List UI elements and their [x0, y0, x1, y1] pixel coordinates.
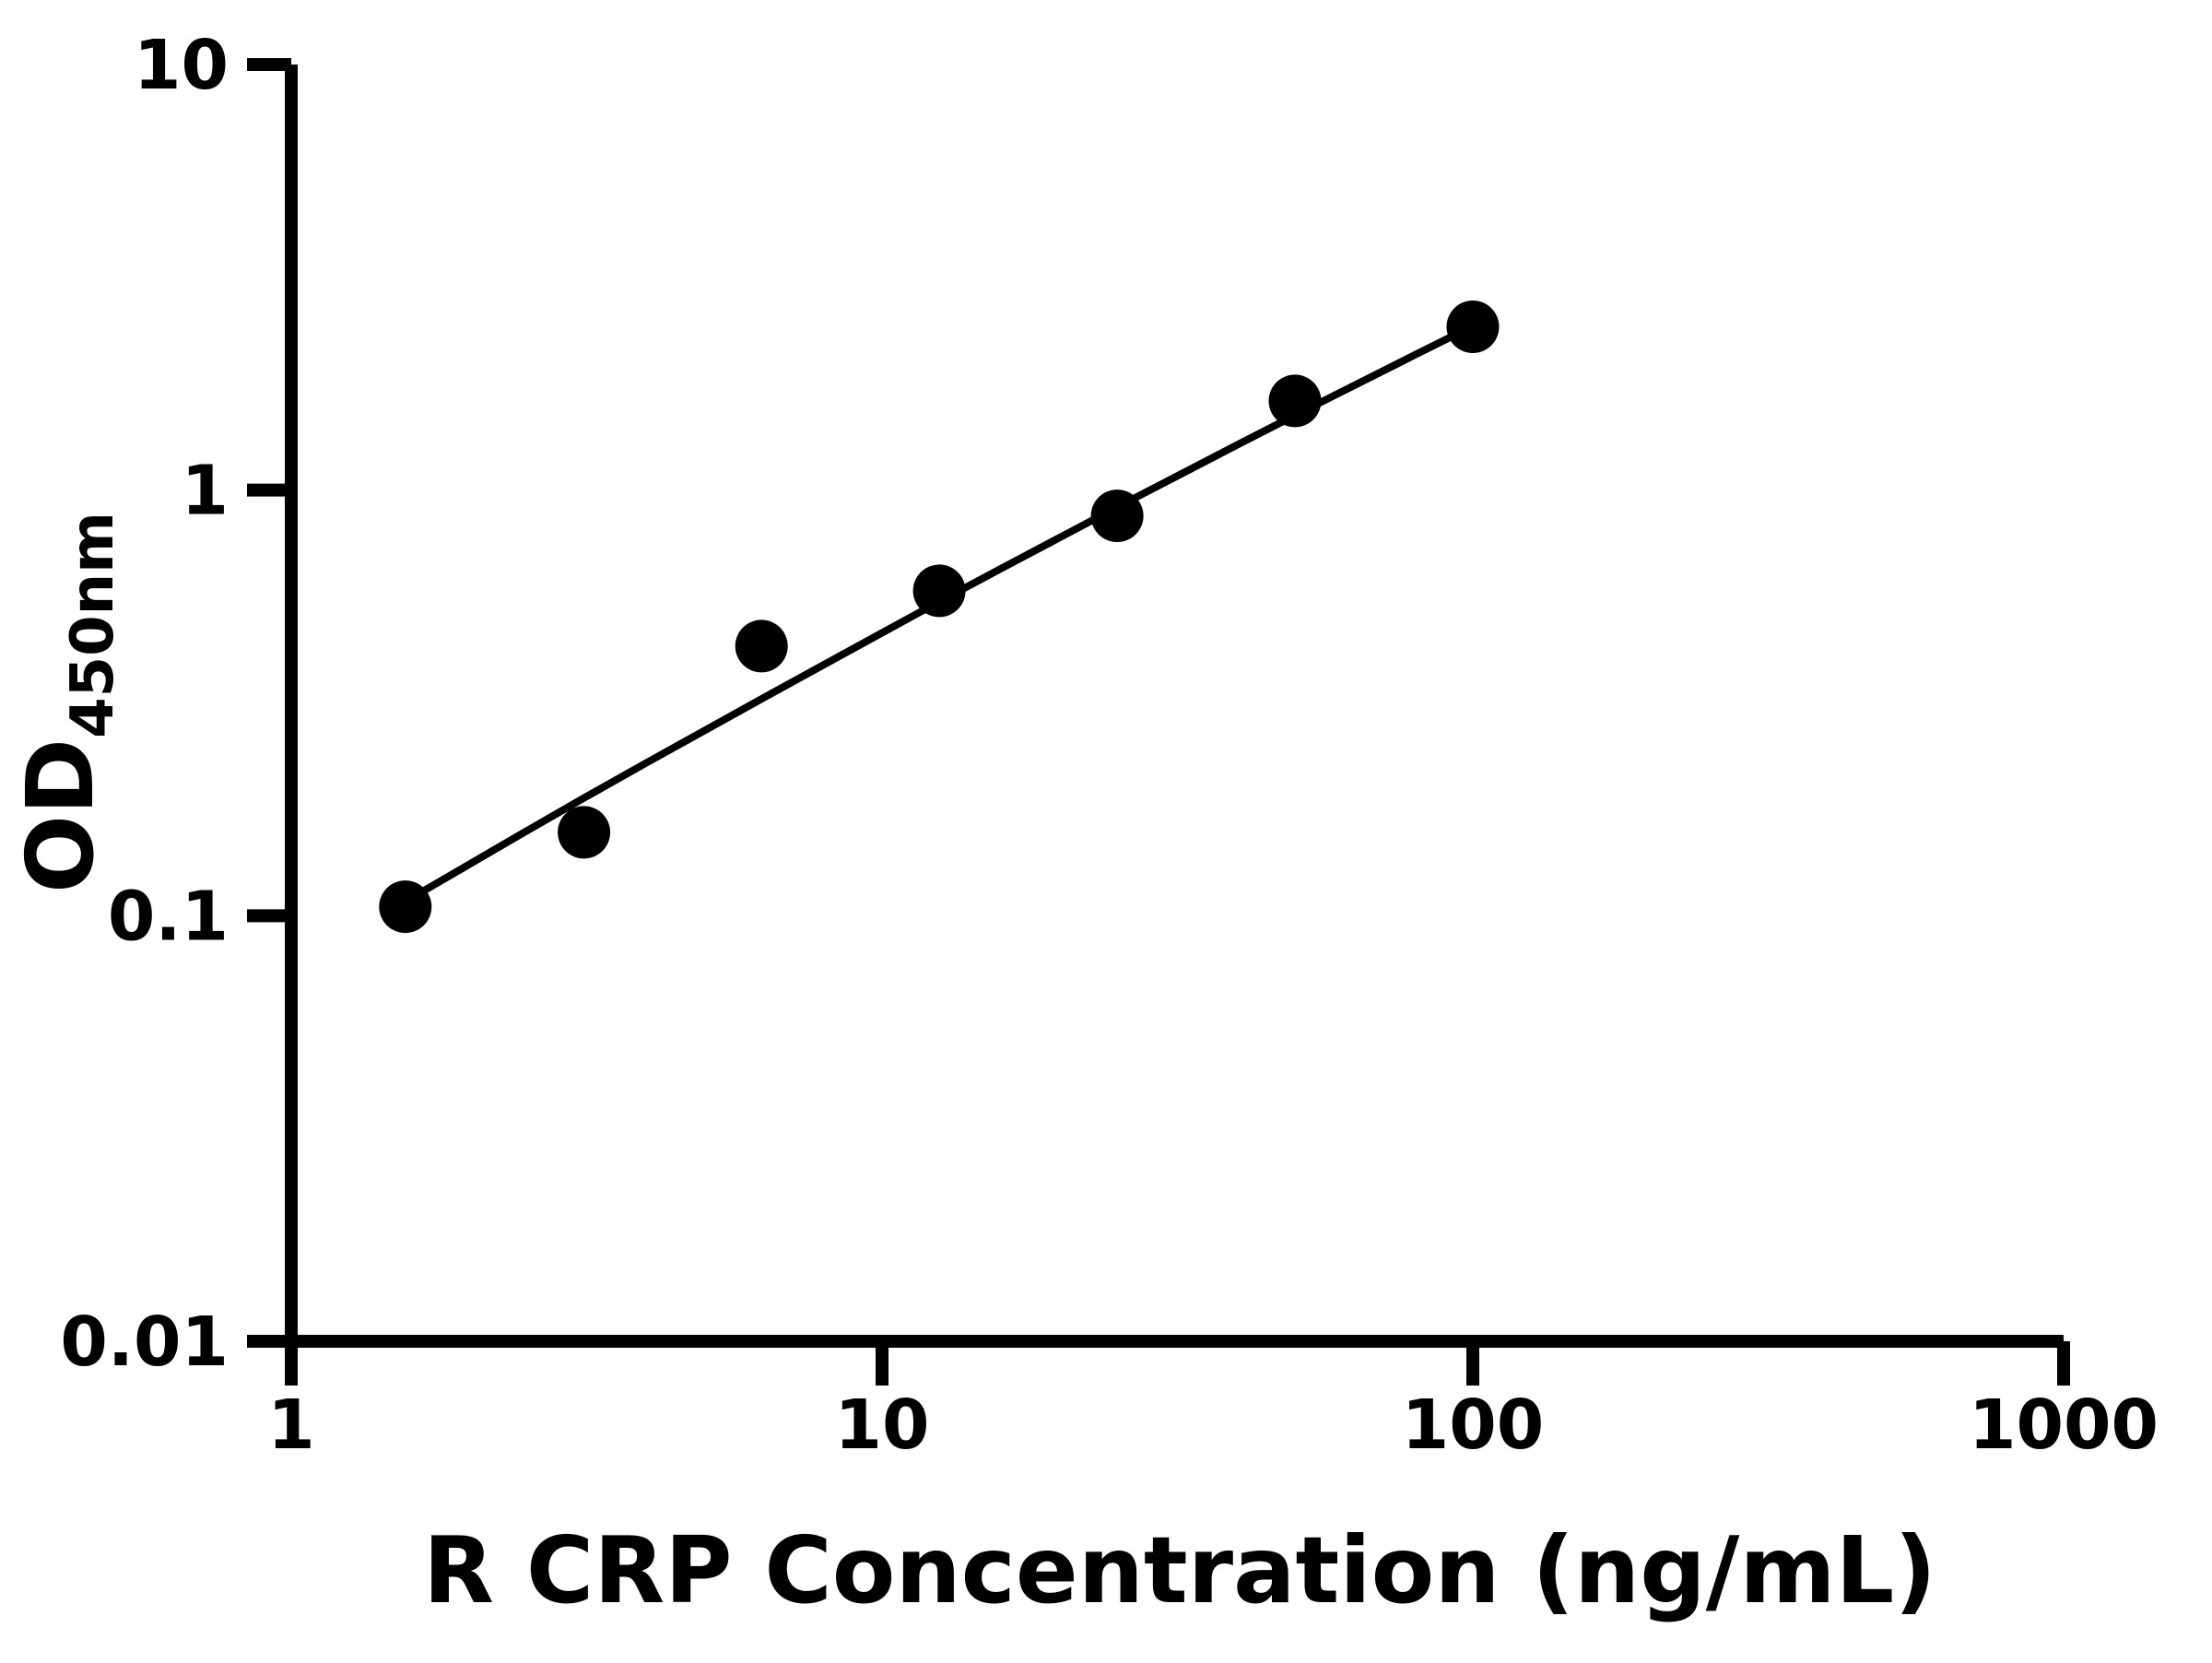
- x-axis-title: R CRP Concentration (ng/mL): [423, 1516, 1936, 1624]
- y-tick-label-10: 10: [134, 26, 229, 105]
- axis-ticks: [247, 58, 2070, 1386]
- data-point: [912, 564, 966, 618]
- x-tick-labels: 1 10 100 1000: [267, 1386, 2159, 1465]
- x-tick-label-100: 100: [1402, 1386, 1544, 1465]
- x-tick-label-1000: 1000: [1969, 1386, 2159, 1465]
- x-tick-label-1: 1: [267, 1386, 315, 1465]
- data-point: [1090, 489, 1144, 543]
- y-axis-title: OD450nm: [6, 512, 127, 893]
- y-axis-title-main: OD: [6, 738, 114, 893]
- axes: [285, 65, 2064, 1348]
- y-tick-label-0.1: 0.1: [108, 877, 229, 956]
- data-point: [379, 880, 432, 934]
- data-point: [558, 806, 611, 859]
- data-point: [1446, 301, 1500, 353]
- data-point: [735, 619, 788, 673]
- data-points: [379, 301, 1500, 934]
- y-tick-label-0.01: 0.01: [60, 1303, 229, 1382]
- data-point: [1268, 374, 1322, 428]
- axis-spines: [285, 65, 2064, 1348]
- y-axis-title-subscript: 450nm: [59, 512, 127, 738]
- y-tick-labels: 10 1 0.1 0.01: [60, 26, 229, 1382]
- y-tick-label-1: 1: [182, 452, 229, 531]
- x-tick-label-10: 10: [835, 1386, 930, 1465]
